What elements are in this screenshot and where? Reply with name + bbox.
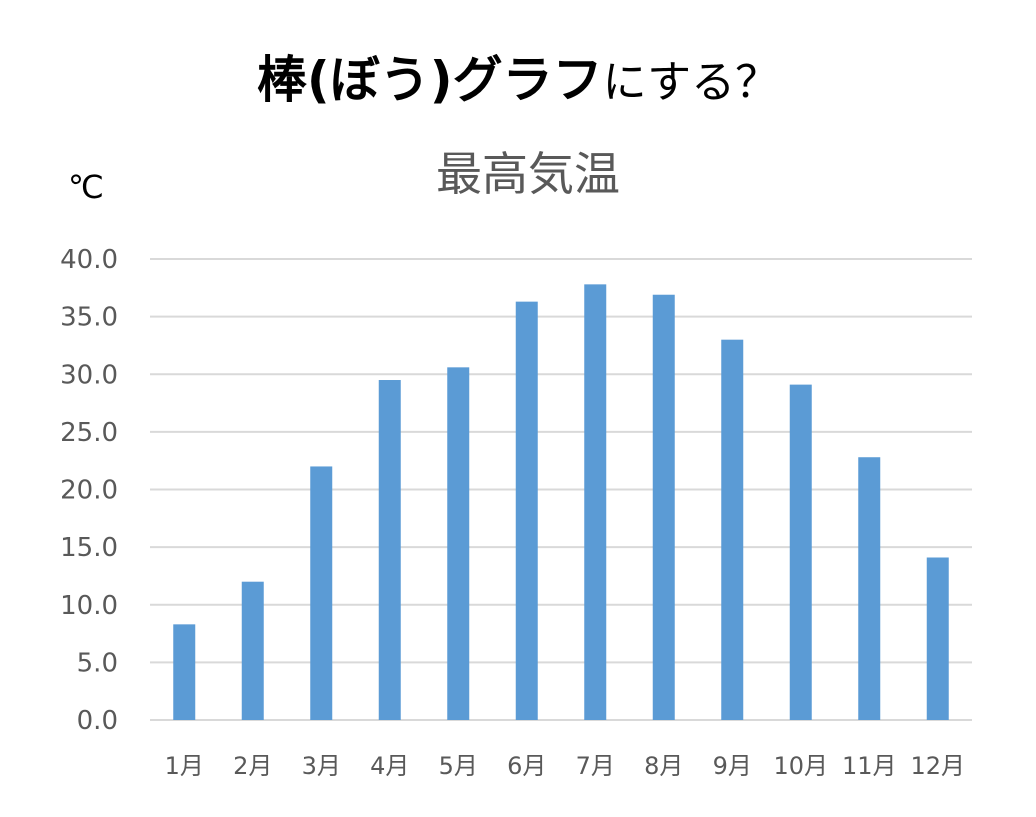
bar [241,581,264,720]
x-tick-label: 4月 [370,752,409,780]
y-tick-label: 5.0 [77,648,118,678]
y-tick-label: 15.0 [60,533,118,563]
bar [515,301,538,720]
x-tick-label: 9月 [713,752,752,780]
bar [652,294,675,720]
x-tick-label: 7月 [576,752,615,780]
y-tick-label: 30.0 [60,360,118,390]
x-tick-label: 3月 [302,752,341,780]
y-tick-label: 10.0 [60,591,118,621]
y-tick-label: 40.0 [60,245,118,275]
bar [789,384,812,720]
heading: 棒(ぼう)グラフにする？ [0,40,1036,112]
x-tick-label: 1月 [165,752,204,780]
x-tick-label: 11月 [842,752,897,780]
y-tick-label: 25.0 [60,418,118,448]
heading-bold: 棒(ぼう)グラフ [256,51,603,109]
bar [310,466,333,720]
bar [584,284,607,720]
x-tick-label: 8月 [644,752,683,780]
y-tick-label: 20.0 [60,476,118,506]
bar [926,557,949,720]
bar [173,624,196,720]
bar [721,339,744,720]
bar [447,367,470,720]
x-tick-label: 12月 [910,752,965,780]
x-tick-label: 5月 [439,752,478,780]
y-tick-label: 0.0 [77,706,118,736]
x-tick-label: 10月 [773,752,828,780]
heading-normal: にする？ [602,57,780,108]
chart-title: 最高気温 [436,147,620,201]
bar [378,380,401,720]
y-tick-label: 35.0 [60,303,118,333]
bar [858,457,881,720]
x-tick-label: 2月 [233,752,272,780]
x-tick-label: 6月 [507,752,546,780]
y-axis-unit: ℃ [68,168,104,206]
